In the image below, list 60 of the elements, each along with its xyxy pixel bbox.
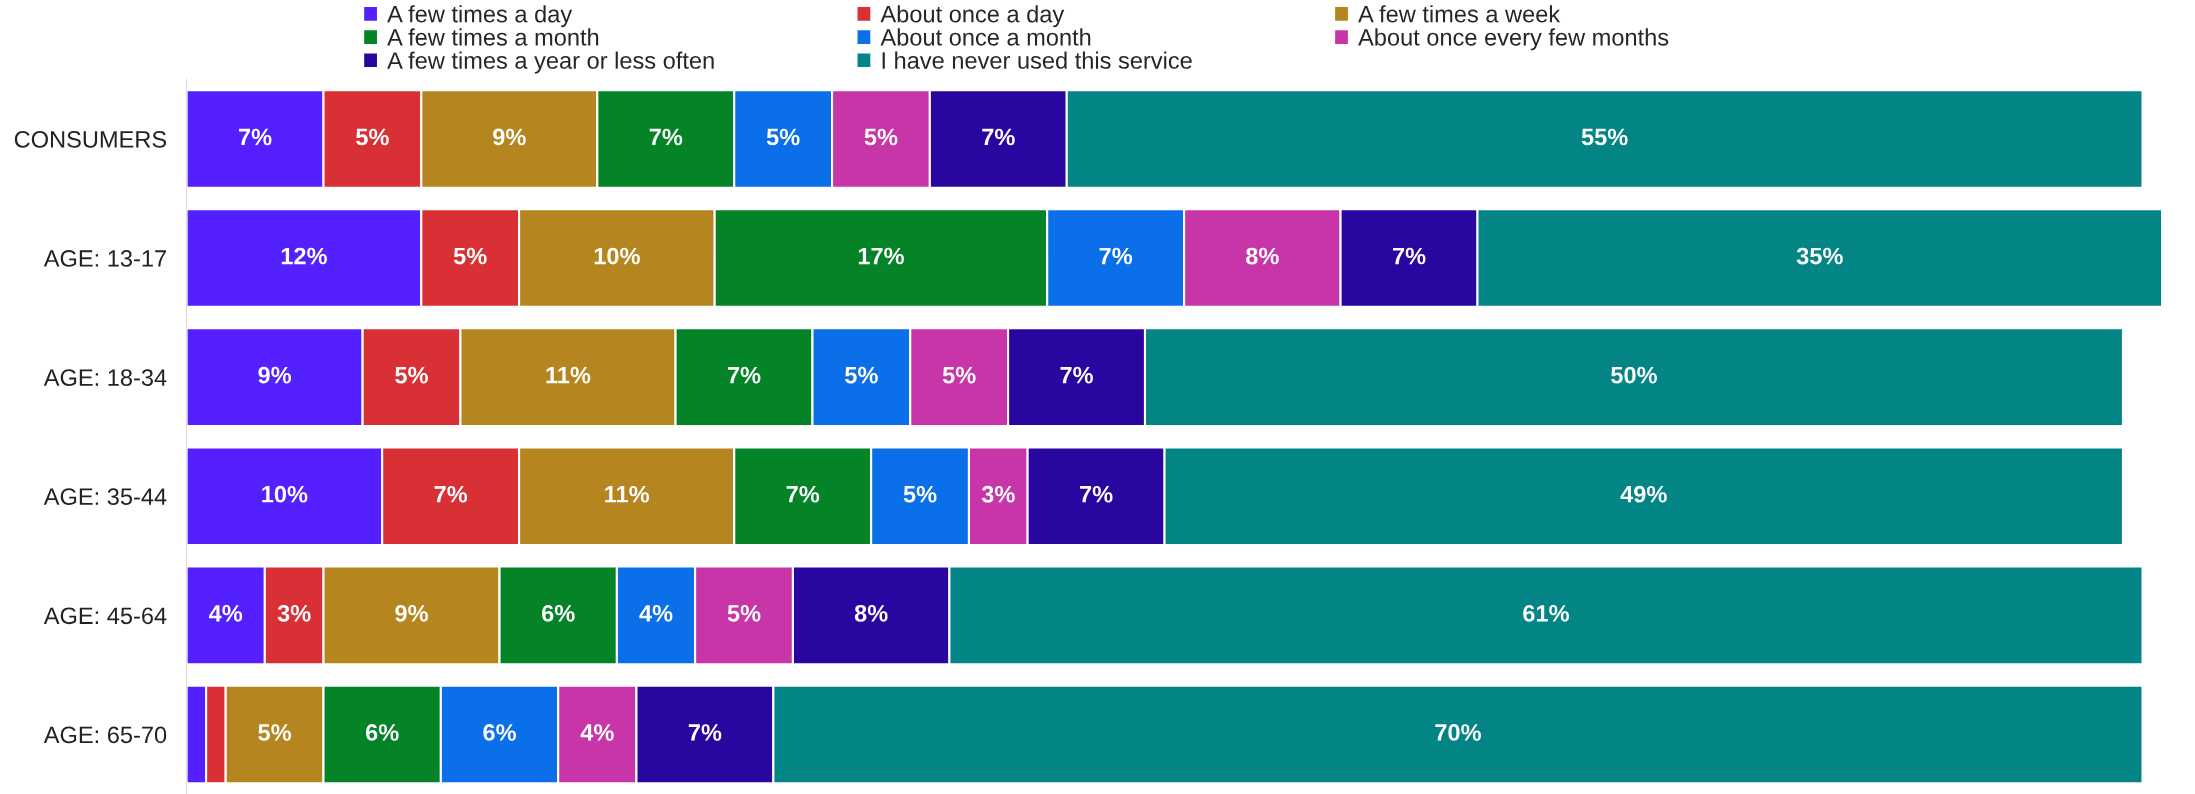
data-label: 5% xyxy=(727,605,761,622)
y-tick-label: AGE: 45-64 xyxy=(43,607,167,625)
data-label: 7% xyxy=(982,128,1015,146)
legend-label: About once a day xyxy=(880,5,1065,28)
data-label: 55% xyxy=(1581,128,1628,146)
data-label: 9% xyxy=(258,366,292,384)
data-label: 7% xyxy=(727,366,761,384)
data-label: 3% xyxy=(277,604,311,622)
legend-label: A few times a week xyxy=(1358,5,1561,23)
y-tick-label: AGE: 35-44 xyxy=(43,488,167,506)
data-label: 17% xyxy=(858,247,904,265)
data-label: 7% xyxy=(1060,366,1093,384)
data-label: 7% xyxy=(786,485,820,503)
data-label: 7% xyxy=(1080,485,1113,503)
data-label: 7% xyxy=(688,724,722,741)
data-label: 11% xyxy=(605,485,650,503)
data-label: 6% xyxy=(542,604,575,622)
data-label: 11% xyxy=(546,366,591,384)
data-label: 5% xyxy=(864,128,898,146)
data-label: 10% xyxy=(262,485,308,503)
data-label: 4% xyxy=(208,605,243,622)
data-label: 5% xyxy=(766,128,800,146)
data-label: 6% xyxy=(483,724,516,741)
legend-label: I have never used this service xyxy=(882,51,1192,69)
data-label: 3% xyxy=(981,485,1015,503)
y-tick-label: AGE: 13-17 xyxy=(43,250,166,267)
data-label: 49% xyxy=(1620,485,1667,503)
data-label: 7% xyxy=(434,485,468,503)
data-label: 8% xyxy=(1246,247,1279,265)
data-label: 5% xyxy=(258,724,292,741)
data-label: 5% xyxy=(453,247,487,265)
data-label: 7% xyxy=(1392,247,1426,265)
data-label: 35% xyxy=(1796,247,1843,265)
y-tick-label: CONSUMERS xyxy=(14,131,167,148)
data-label: 10% xyxy=(594,247,640,265)
data-label: 8% xyxy=(854,604,888,622)
y-tick-label: AGE: 65-70 xyxy=(43,726,167,744)
data-label: 61% xyxy=(1523,604,1569,622)
legend-label: About once a month xyxy=(880,28,1091,46)
data-label: 12% xyxy=(281,247,327,265)
data-label: 7% xyxy=(1099,247,1133,265)
data-label: 6% xyxy=(365,724,399,741)
data-label: 5% xyxy=(845,366,878,384)
data-label: 9% xyxy=(395,604,428,622)
legend-label: A few times a day xyxy=(387,5,573,28)
data-label: 5% xyxy=(942,366,976,384)
legend-label: A few times a year or less often xyxy=(387,51,714,74)
legend-label: A few times a month xyxy=(387,28,599,46)
y-tick-label: AGE: 18-34 xyxy=(43,369,167,386)
data-label: 9% xyxy=(493,128,526,146)
data-label: 4% xyxy=(639,605,673,622)
legend-label: About once every few months xyxy=(1358,28,1669,51)
data-label: 5% xyxy=(356,128,389,146)
data-label: 50% xyxy=(1611,366,1657,384)
data-label: 5% xyxy=(903,485,937,503)
data-label: 5% xyxy=(395,366,428,384)
data-label: 70% xyxy=(1435,724,1481,741)
data-label: 7% xyxy=(238,128,272,146)
data-label: 4% xyxy=(580,724,614,741)
data-label: 7% xyxy=(649,128,683,146)
